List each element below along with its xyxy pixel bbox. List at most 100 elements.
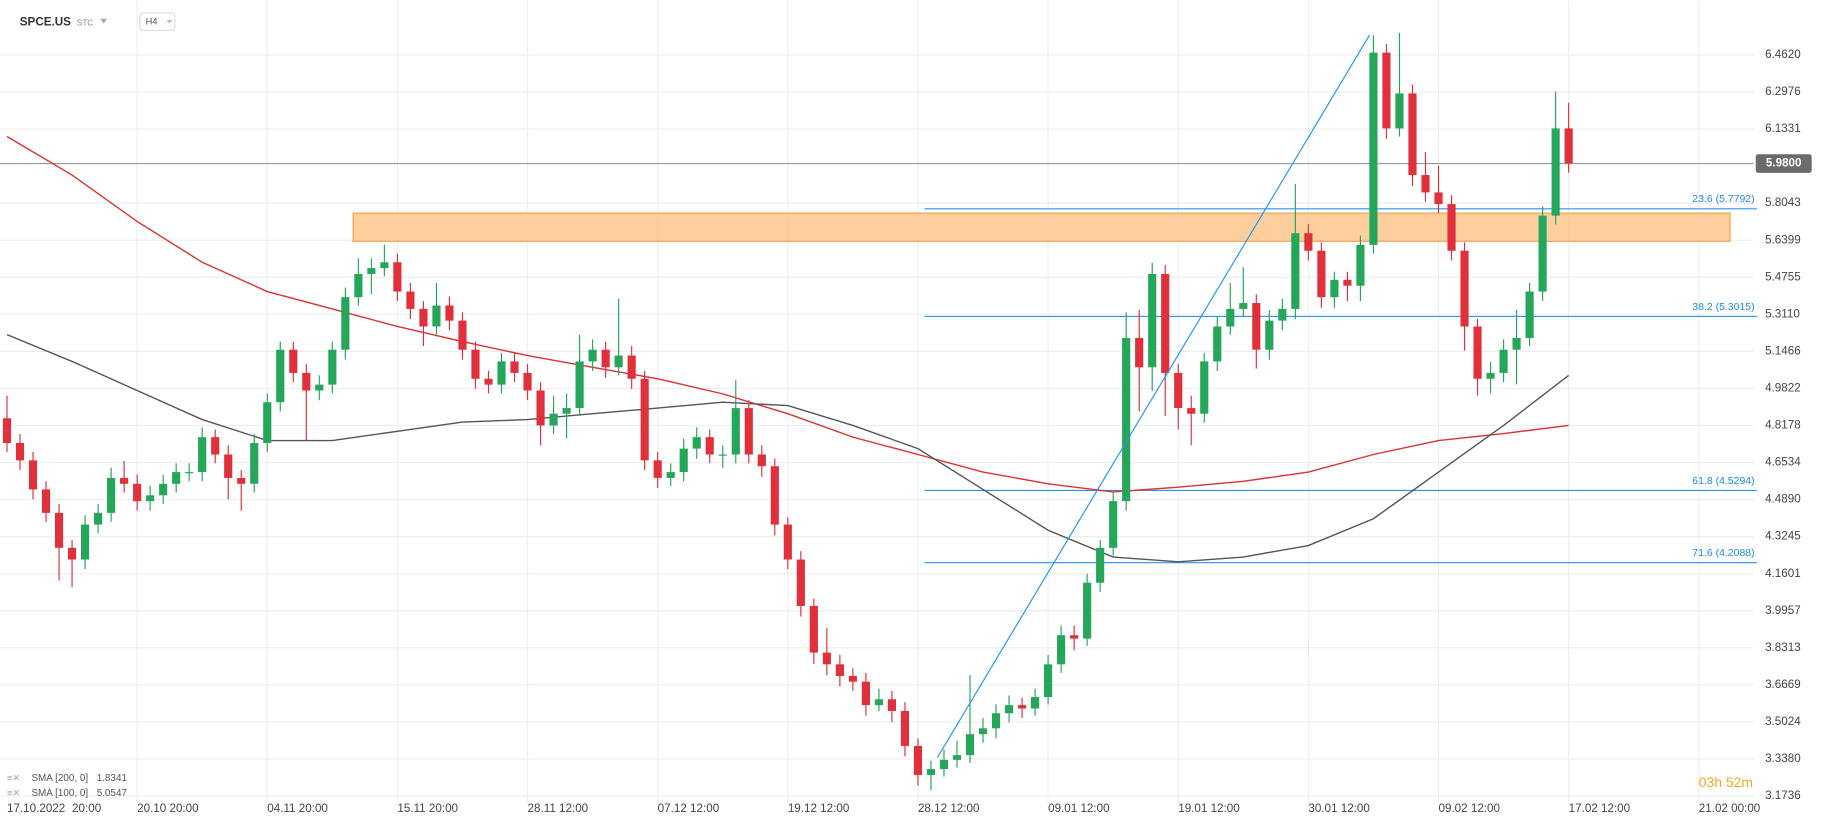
candle-body bbox=[1044, 664, 1053, 697]
legend-name: SMA [100, 0] bbox=[31, 788, 88, 799]
candle-body bbox=[484, 378, 493, 385]
y-tick-label: 4.4890 bbox=[1765, 493, 1801, 506]
candle-body bbox=[822, 652, 831, 665]
symbol[interactable]: SPCE.US bbox=[20, 15, 71, 28]
x-tick-label: 09.02 12:00 bbox=[1439, 802, 1501, 815]
x-tick-label: 28.11 12:00 bbox=[528, 802, 589, 815]
candle-body bbox=[1200, 361, 1209, 414]
candle-body bbox=[133, 483, 142, 502]
x-tick-label: 17.02 12:00 bbox=[1569, 802, 1631, 815]
candle-body bbox=[1122, 337, 1131, 502]
candle-body bbox=[575, 361, 584, 409]
zone bbox=[352, 212, 1731, 242]
legend-value: 1.8341 bbox=[97, 773, 128, 784]
candle-body bbox=[1278, 308, 1287, 321]
candle-body bbox=[835, 664, 844, 677]
candle-body bbox=[887, 699, 897, 711]
candle-body bbox=[263, 402, 272, 444]
y-tick-label: 6.4620 bbox=[1765, 48, 1801, 61]
candle-body bbox=[471, 349, 480, 379]
candle-body bbox=[107, 477, 116, 513]
legend-name: SMA [200, 0] bbox=[31, 773, 88, 784]
x-tick-label: 09.01 12:00 bbox=[1048, 802, 1110, 815]
x-tick-label: 04.11 20:00 bbox=[267, 802, 328, 815]
countdown: 03h 52m bbox=[1699, 774, 1753, 790]
candle-body bbox=[393, 262, 402, 292]
candle-body bbox=[861, 681, 870, 706]
candle-body bbox=[1486, 372, 1495, 379]
interval-button[interactable] bbox=[139, 12, 176, 32]
candle-body bbox=[250, 443, 259, 484]
candle-body bbox=[718, 454, 727, 456]
candle-body bbox=[198, 437, 207, 473]
candle-body bbox=[419, 308, 428, 327]
candle-body bbox=[172, 472, 181, 484]
candle-body bbox=[952, 755, 962, 760]
candle-body bbox=[1083, 582, 1092, 639]
candle-body bbox=[1395, 93, 1404, 129]
dropdown-arrow[interactable] bbox=[100, 18, 108, 24]
legend-value: 5.0547 bbox=[97, 788, 127, 799]
candle-body bbox=[54, 512, 64, 548]
x-tick-label: 19.01 12:00 bbox=[1178, 802, 1240, 815]
candle-body bbox=[406, 291, 415, 309]
y-tick-label: 4.3245 bbox=[1765, 530, 1801, 543]
candle-body bbox=[796, 559, 805, 606]
candle-body bbox=[913, 745, 923, 775]
x-tick-label: 17.10.2022 bbox=[7, 802, 65, 815]
y-tick-label: 5.6399 bbox=[1765, 233, 1801, 246]
candle-body bbox=[458, 320, 467, 350]
candle-body bbox=[679, 448, 688, 473]
candle-body bbox=[549, 413, 558, 426]
x-tick-label: 20.10 20:00 bbox=[137, 802, 199, 815]
candle-body bbox=[900, 710, 910, 746]
candle-body bbox=[315, 384, 324, 391]
candle-body bbox=[120, 477, 129, 484]
interval[interactable]: H4 bbox=[146, 17, 158, 27]
candle-body bbox=[848, 676, 857, 682]
price-box bbox=[1755, 154, 1812, 173]
dropdown-arrow[interactable] bbox=[166, 19, 173, 24]
fib-label: 38.2 (5.3015) bbox=[1692, 302, 1754, 313]
y-tick-label: 5.3110 bbox=[1765, 307, 1800, 320]
candle-body bbox=[328, 349, 337, 385]
candle-body bbox=[1096, 547, 1105, 583]
candle-body bbox=[1031, 696, 1040, 709]
candle-body bbox=[1564, 128, 1573, 164]
candle-body bbox=[640, 378, 649, 461]
y-tick-label: 5.8043 bbox=[1765, 196, 1801, 209]
candle-body bbox=[159, 483, 168, 496]
candle-body bbox=[367, 268, 376, 274]
candle-body bbox=[874, 699, 883, 706]
candle-body bbox=[1525, 291, 1534, 338]
candle-body bbox=[1213, 326, 1222, 362]
candle-body bbox=[1265, 320, 1274, 350]
candle-body bbox=[991, 713, 1001, 729]
candle-body bbox=[1291, 233, 1300, 309]
candle-body bbox=[1551, 128, 1560, 216]
candle-body bbox=[289, 349, 298, 373]
price-label: 5.9800 bbox=[1766, 157, 1802, 170]
candle-body bbox=[445, 305, 454, 321]
candle-body bbox=[926, 769, 936, 775]
symbol-tag: STC bbox=[77, 19, 93, 28]
candle-body bbox=[1070, 635, 1079, 639]
candle-body bbox=[237, 477, 246, 484]
fib-label: 23.6 (5.7792) bbox=[1692, 194, 1754, 205]
candle-body bbox=[432, 305, 441, 327]
candle-body bbox=[523, 372, 532, 391]
x-tick-label: 07.12 12:00 bbox=[658, 802, 720, 815]
candle-body bbox=[1135, 337, 1144, 368]
candle-body bbox=[185, 472, 194, 474]
candle-body bbox=[1512, 337, 1521, 350]
candle-body bbox=[41, 489, 51, 513]
candle-body bbox=[1239, 303, 1248, 309]
candle-body bbox=[1369, 52, 1378, 245]
candle-body bbox=[562, 408, 571, 414]
candle-body bbox=[1434, 192, 1443, 205]
y-tick-label: 3.5024 bbox=[1765, 715, 1801, 728]
trendline bbox=[936, 34, 1371, 758]
candle-body bbox=[302, 372, 311, 391]
candle-body bbox=[1538, 215, 1547, 292]
candle-body bbox=[146, 495, 155, 502]
